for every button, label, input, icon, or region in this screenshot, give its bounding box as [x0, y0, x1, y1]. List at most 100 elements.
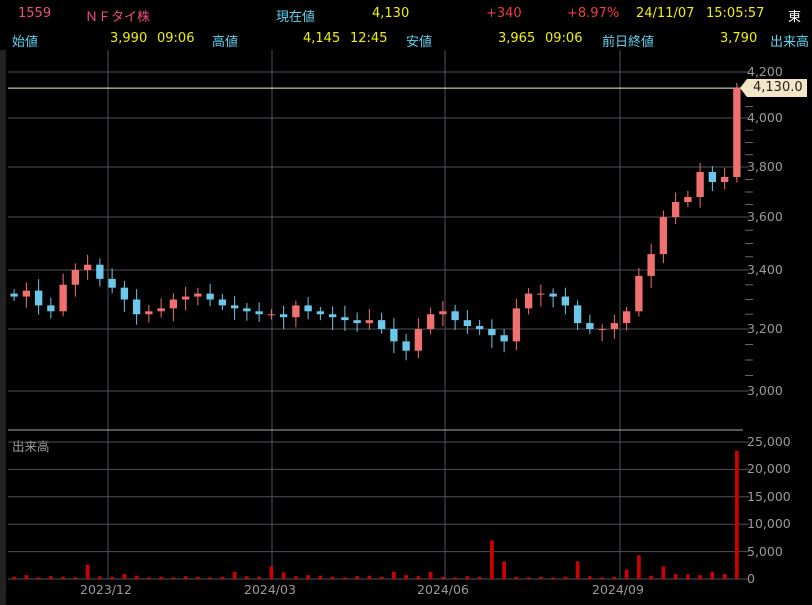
candle-body: [218, 299, 227, 306]
candle-body: [463, 320, 472, 327]
volume-bar: [220, 576, 225, 579]
candle-body: [316, 311, 325, 315]
prev-close-label: 前日終値: [602, 35, 655, 50]
candle-body: [524, 293, 533, 309]
volume-bar: [12, 576, 16, 579]
volume-bar: [612, 576, 617, 579]
current-price: 4,130: [372, 6, 410, 21]
volume-bar: [306, 575, 310, 579]
high-label: 高値: [212, 35, 239, 50]
candle-body: [120, 287, 129, 300]
change: +340: [486, 6, 522, 21]
candle-body: [549, 293, 557, 297]
volume-bar: [698, 575, 702, 579]
volume-bar: [147, 577, 151, 579]
candle-body: [243, 308, 251, 312]
volume-bar: [24, 575, 29, 579]
candle-body: [426, 314, 435, 329]
candle-body: [733, 88, 741, 177]
volume-bar: [575, 561, 580, 579]
prev-close: 3,790: [720, 31, 758, 46]
volume-tick-label: 15,000: [747, 488, 791, 504]
candle-body: [720, 177, 729, 182]
volume-bar: [294, 576, 298, 579]
candle-body: [635, 275, 643, 312]
volume-bar: [453, 577, 457, 579]
volume-bar: [159, 576, 163, 579]
candle-body: [390, 329, 398, 342]
high-time: 12:45: [350, 31, 388, 46]
volume-bar: [98, 576, 102, 579]
volume-bar: [85, 564, 90, 579]
time-tick-label: 2024/09: [592, 582, 644, 597]
candle-body: [586, 323, 594, 329]
change-pct: +8.97%: [567, 6, 620, 21]
volume-bar: [392, 571, 396, 579]
volume-bar: [416, 576, 421, 579]
left-border: [0, 50, 6, 605]
volume-bar: [563, 576, 568, 579]
volume-bar: [318, 575, 323, 579]
high-price: 4,145: [303, 31, 341, 46]
candle-body: [255, 311, 263, 315]
open-time: 09:06: [157, 31, 195, 46]
current-label: 現在値: [276, 10, 316, 25]
candle-body: [353, 320, 361, 324]
candle-body: [696, 172, 704, 197]
candle-body: [439, 311, 447, 315]
candle-body: [708, 172, 717, 182]
candle-body: [451, 311, 459, 321]
candle-body: [537, 293, 545, 295]
candle-body: [10, 293, 18, 297]
candle-body: [488, 329, 496, 336]
candle-body: [304, 305, 312, 312]
volume-label: 出来高: [770, 35, 810, 50]
volume-bar: [134, 575, 139, 579]
candle-body: [377, 320, 386, 329]
volume-bar: [281, 572, 286, 579]
low-label: 安値: [406, 35, 433, 50]
open-price: 3,990: [110, 31, 148, 46]
candle-body: [561, 296, 570, 306]
volume-bar: [624, 569, 629, 579]
volume-bar: [269, 566, 274, 579]
volume-bar: [649, 575, 653, 579]
volume-bar: [355, 576, 359, 579]
candle-body: [610, 323, 619, 329]
candle-body: [194, 293, 202, 297]
volume-bar: [73, 577, 78, 579]
candle-body: [684, 197, 692, 202]
volume-tick-label: 5,000: [747, 543, 783, 559]
time: 15:05:57: [706, 6, 765, 21]
volume-bar: [673, 574, 678, 579]
price-tick-label: 4,200: [747, 64, 783, 79]
time-tick-label: 2024/06: [417, 582, 469, 597]
volume-bar: [49, 576, 53, 579]
candle-body: [622, 311, 631, 324]
candle-body: [573, 305, 582, 324]
volume-bar: [514, 576, 519, 579]
candle-body: [512, 308, 521, 342]
date: 24/11/07: [636, 6, 695, 21]
candle-body: [500, 335, 508, 342]
candle-body: [59, 284, 67, 312]
volume-bar: [722, 574, 727, 579]
volume-bar: [735, 450, 739, 579]
candle-body: [206, 293, 214, 300]
candle-body: [96, 264, 104, 279]
volume-bar: [490, 540, 494, 579]
volume-bar: [551, 577, 555, 579]
volume-bar: [588, 576, 592, 579]
volume-bar: [110, 576, 114, 579]
price-tick-label: 4,000: [747, 110, 783, 125]
ticker-name: ＮＦタイ株: [85, 10, 151, 25]
low-time: 09:06: [545, 31, 583, 46]
time-tick-label: 2024/03: [244, 582, 296, 597]
ticker-code: 1559: [18, 6, 52, 21]
volume-bar: [36, 577, 41, 579]
volume-bar: [661, 566, 666, 579]
volume-bar: [477, 576, 482, 579]
volume-bar: [465, 576, 470, 579]
volume-bar: [257, 576, 261, 579]
